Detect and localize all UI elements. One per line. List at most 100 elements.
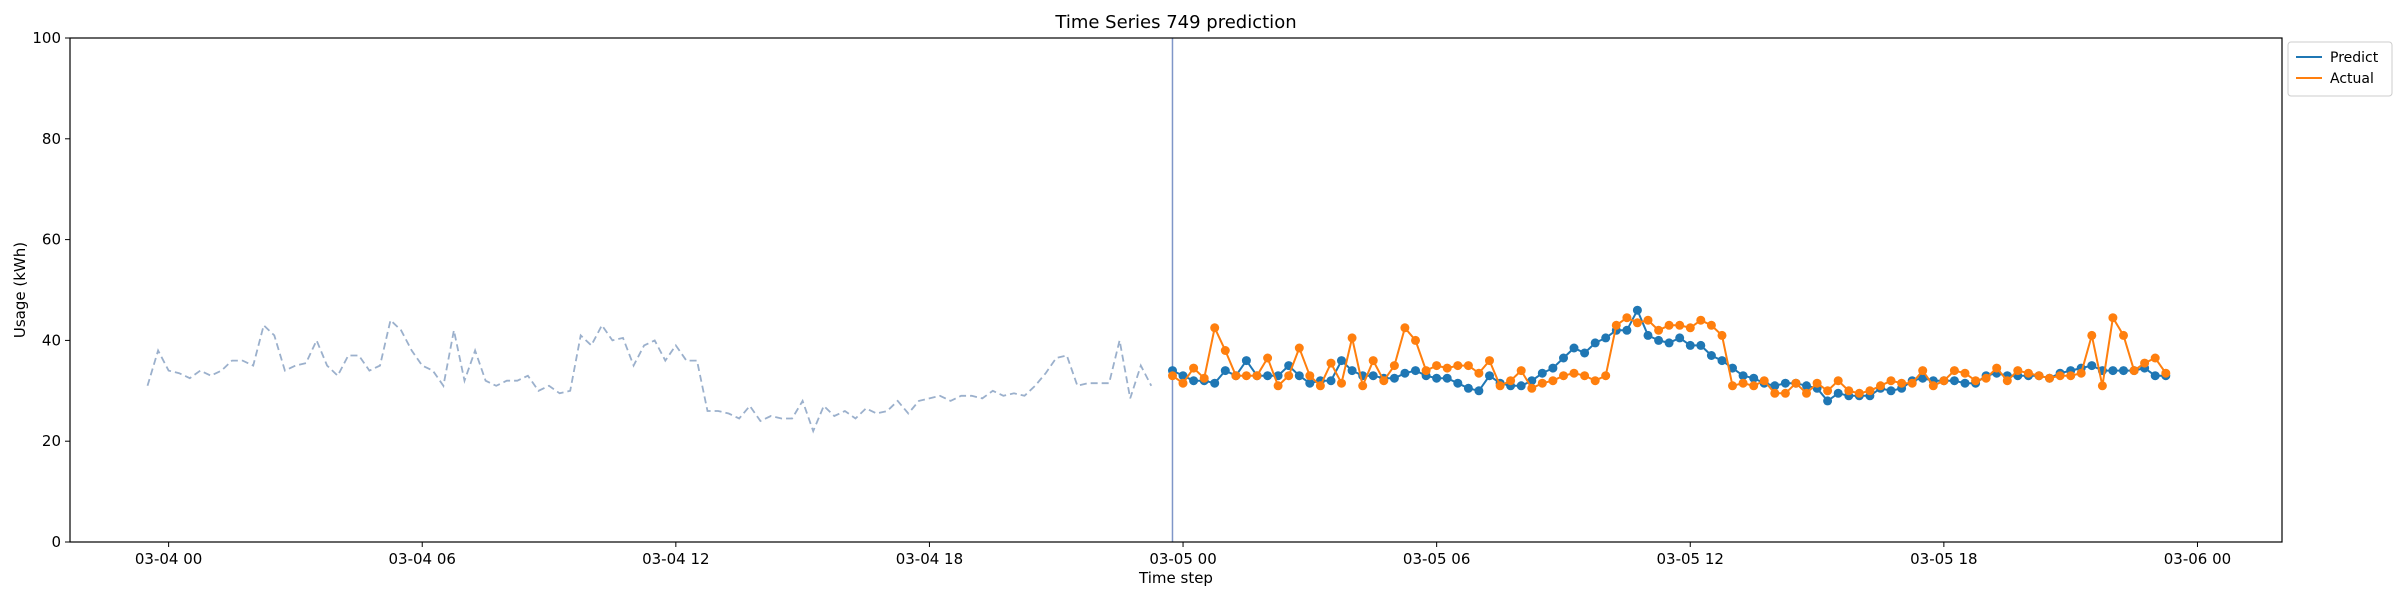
actual-data-point: [1294, 343, 1304, 353]
actual-data-point: [1643, 315, 1653, 325]
actual-data-point: [1770, 388, 1780, 398]
y-tick-label: 100: [32, 29, 61, 47]
predict-data-point: [1220, 366, 1230, 376]
predict-data-point: [1918, 373, 1928, 383]
actual-data-point: [1463, 361, 1473, 371]
actual-data-point: [1706, 320, 1716, 330]
predict-data-point: [2150, 371, 2160, 381]
actual-data-point: [2013, 366, 2023, 376]
actual-data-point: [1854, 388, 1864, 398]
x-tick-label: 03-04 12: [642, 550, 709, 568]
actual-data-point: [1432, 361, 1442, 371]
y-tick-label: 20: [42, 432, 61, 450]
actual-data-point: [1189, 363, 1199, 373]
actual-data-point: [2140, 358, 2150, 368]
predict-data-point: [1780, 378, 1790, 388]
actual-data-point: [2087, 330, 2097, 340]
actual-data-point: [1907, 378, 1917, 388]
predict-data-point: [1569, 343, 1579, 353]
actual-data-point: [1939, 376, 1949, 386]
y-tick-label: 0: [51, 533, 61, 551]
actual-data-point: [1664, 320, 1674, 330]
actual-data-point: [1759, 376, 1769, 386]
predict-data-point: [1675, 333, 1685, 343]
actual-data-point: [1654, 325, 1664, 335]
actual-data-point: [2055, 371, 2065, 381]
predict-data-point: [1263, 371, 1273, 381]
predict-data-point: [2108, 366, 2118, 376]
predict-data-point: [1685, 340, 1695, 350]
actual-data-point: [1897, 378, 1907, 388]
actual-data-point: [1421, 366, 1431, 376]
actual-data-point: [2002, 376, 2012, 386]
actual-data-point: [1812, 378, 1822, 388]
actual-data-point: [1696, 315, 1706, 325]
actual-data-point: [1717, 330, 1727, 340]
y-axis-label: Usage (kWh): [11, 242, 29, 338]
actual-data-point: [1210, 323, 1220, 333]
predict-data-point: [1326, 376, 1336, 386]
actual-data-point: [1506, 376, 1516, 386]
plot-area: [146, 38, 2171, 542]
actual-data-point: [1527, 383, 1537, 393]
actual-data-point: [2076, 368, 2086, 378]
actual-data-point: [1876, 381, 1885, 391]
actual-data-point: [1738, 378, 1748, 388]
predict-data-point: [1622, 325, 1632, 335]
predict-data-point: [1453, 378, 1463, 388]
predict-data-point: [1294, 371, 1304, 381]
actual-data-point: [1780, 388, 1790, 398]
predict-data-point: [1485, 371, 1494, 381]
y-tick-label: 40: [42, 331, 61, 349]
actual-data-point: [1865, 386, 1875, 396]
actual-data-point: [1728, 381, 1737, 391]
actual-data-point: [1537, 378, 1547, 388]
predict-data-point: [1400, 368, 1410, 378]
actual-data-point: [1675, 320, 1685, 330]
predict-data-point: [1442, 373, 1452, 383]
predict-data-point: [2087, 361, 2097, 371]
actual-data-point: [2034, 371, 2044, 381]
actual-data-point: [1590, 376, 1600, 386]
legend-label-predict: Predict: [2330, 50, 2379, 66]
predict-data-point: [1432, 373, 1442, 383]
actual-data-point: [1231, 371, 1241, 381]
actual-data-point: [1516, 366, 1526, 376]
actual-data-point: [2066, 371, 2076, 381]
actual-data-point: [1337, 378, 1346, 388]
x-tick-label: 03-06 00: [2164, 550, 2231, 568]
actual-data-point: [2129, 366, 2139, 376]
predict-data-point: [1347, 366, 1357, 376]
actual-data-point: [1199, 373, 1209, 383]
axes: 0 20 40 60 80 100 03-04 00 03-04 06 03-04 12 03-0…: [32, 29, 2231, 568]
predict-data-point: [1189, 376, 1199, 386]
predict-data-point: [1632, 305, 1642, 315]
actual-data-point: [1823, 386, 1833, 396]
history-series-line: [146, 318, 1153, 434]
x-tick-label: 03-04 00: [135, 550, 202, 568]
predict-data-point: [1802, 381, 1811, 391]
predict-data-point: [1770, 381, 1780, 391]
predict-data-point: [1664, 338, 1674, 348]
actual-data-point: [1368, 356, 1378, 366]
predict-data-point: [1463, 383, 1473, 393]
predict-data-point: [1833, 388, 1843, 398]
actual-data-point: [1632, 318, 1642, 328]
predict-data-point: [1580, 348, 1590, 358]
predict-data-point: [1474, 386, 1484, 396]
actual-data-point: [1400, 323, 1410, 333]
actual-data-point: [1326, 358, 1336, 368]
predict-data-point: [1537, 368, 1547, 378]
x-tick-label: 03-04 18: [896, 550, 963, 568]
actual-data-point: [2161, 368, 2171, 378]
predict-data-point: [1178, 371, 1188, 381]
predict-data-point: [1749, 373, 1759, 383]
legend-label-actual: Actual: [2330, 71, 2374, 87]
actual-data-point: [1949, 366, 1959, 376]
actual-data-point: [1252, 371, 1262, 381]
actual-data-point: [2097, 381, 2107, 391]
chart-title: Time Series 749 prediction: [1054, 12, 1296, 33]
x-tick-label: 03-05 00: [1149, 550, 1216, 568]
actual-data-point: [1886, 376, 1896, 386]
